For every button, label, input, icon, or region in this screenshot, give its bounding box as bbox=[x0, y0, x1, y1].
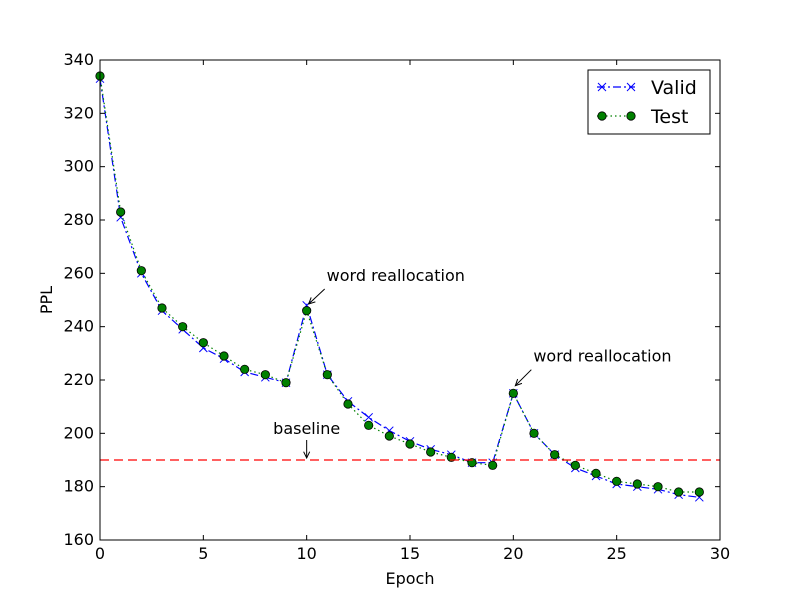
test-point bbox=[322, 370, 332, 380]
legend-test-marker bbox=[597, 111, 607, 121]
test-point bbox=[281, 378, 291, 388]
test-point bbox=[612, 476, 622, 486]
legend-valid-marker bbox=[597, 82, 607, 92]
annotation-arrow-baseline bbox=[303, 440, 311, 460]
x-axis-label: Epoch bbox=[386, 569, 435, 588]
annotation-arrow-2 bbox=[514, 369, 532, 387]
x-tick-label: 25 bbox=[606, 544, 626, 563]
legend-box bbox=[587, 69, 711, 135]
annotation-word-reallocation-2: word reallocation bbox=[533, 347, 671, 366]
annotation-arrow-1 bbox=[307, 288, 326, 305]
test-point bbox=[426, 447, 436, 457]
test-point bbox=[488, 460, 498, 470]
y-tick-label: 260 bbox=[63, 263, 94, 282]
x-tick-label: 0 bbox=[95, 544, 105, 563]
y-tick-label: 160 bbox=[63, 530, 94, 549]
test-point bbox=[240, 364, 250, 374]
annotation-baseline: baseline bbox=[273, 419, 340, 438]
test-point bbox=[405, 439, 415, 449]
annotation-layer: word reallocation word reallocation baseli… bbox=[273, 266, 672, 460]
test-point bbox=[570, 460, 580, 470]
test-point bbox=[116, 207, 126, 217]
y-tick-label: 280 bbox=[63, 210, 94, 229]
x-tick-label: 30 bbox=[710, 544, 730, 563]
legend: Valid Test bbox=[587, 69, 711, 135]
x-tick-label: 5 bbox=[198, 544, 208, 563]
y-tick-label: 320 bbox=[63, 103, 94, 122]
legend-valid-marker bbox=[626, 82, 636, 92]
test-point bbox=[178, 322, 188, 332]
y-tick-label: 220 bbox=[63, 370, 94, 389]
ticks-layer: 0 5 10 15 20 25 30 160 180 200 220 240 260 280 300 320 3… bbox=[63, 50, 730, 563]
annotation-word-reallocation-1: word reallocation bbox=[327, 266, 465, 285]
test-point bbox=[529, 428, 539, 438]
x-tick-label: 20 bbox=[503, 544, 523, 563]
legend-test-marker bbox=[626, 111, 636, 121]
test-series-line bbox=[99, 75, 700, 493]
test-point bbox=[343, 399, 353, 409]
test-point bbox=[219, 351, 229, 361]
series-layer bbox=[95, 71, 704, 502]
test-point bbox=[136, 266, 146, 276]
y-tick-label: 240 bbox=[63, 317, 94, 336]
legend-test-label: Test bbox=[650, 106, 688, 128]
test-point bbox=[364, 420, 374, 430]
test-point bbox=[694, 487, 704, 497]
y-axis-label: PPL bbox=[37, 286, 56, 314]
x-tick-label: 10 bbox=[296, 544, 316, 563]
test-point bbox=[591, 468, 601, 478]
x-tick-label: 15 bbox=[400, 544, 420, 563]
valid-point bbox=[364, 412, 374, 422]
y-tick-label: 180 bbox=[63, 477, 94, 496]
y-tick-label: 300 bbox=[63, 157, 94, 176]
test-point bbox=[384, 431, 394, 441]
test-point bbox=[632, 479, 642, 489]
y-tick-label: 200 bbox=[63, 423, 94, 442]
valid-series-line bbox=[99, 78, 700, 498]
test-point bbox=[260, 370, 270, 380]
test-point bbox=[550, 450, 560, 460]
y-tick-label: 340 bbox=[63, 50, 94, 69]
legend-valid-label: Valid bbox=[651, 77, 697, 99]
test-point bbox=[302, 306, 312, 316]
test-point bbox=[157, 303, 167, 313]
test-point bbox=[508, 388, 518, 398]
test-point bbox=[198, 338, 208, 348]
test-point bbox=[674, 487, 684, 497]
test-point bbox=[653, 482, 663, 492]
